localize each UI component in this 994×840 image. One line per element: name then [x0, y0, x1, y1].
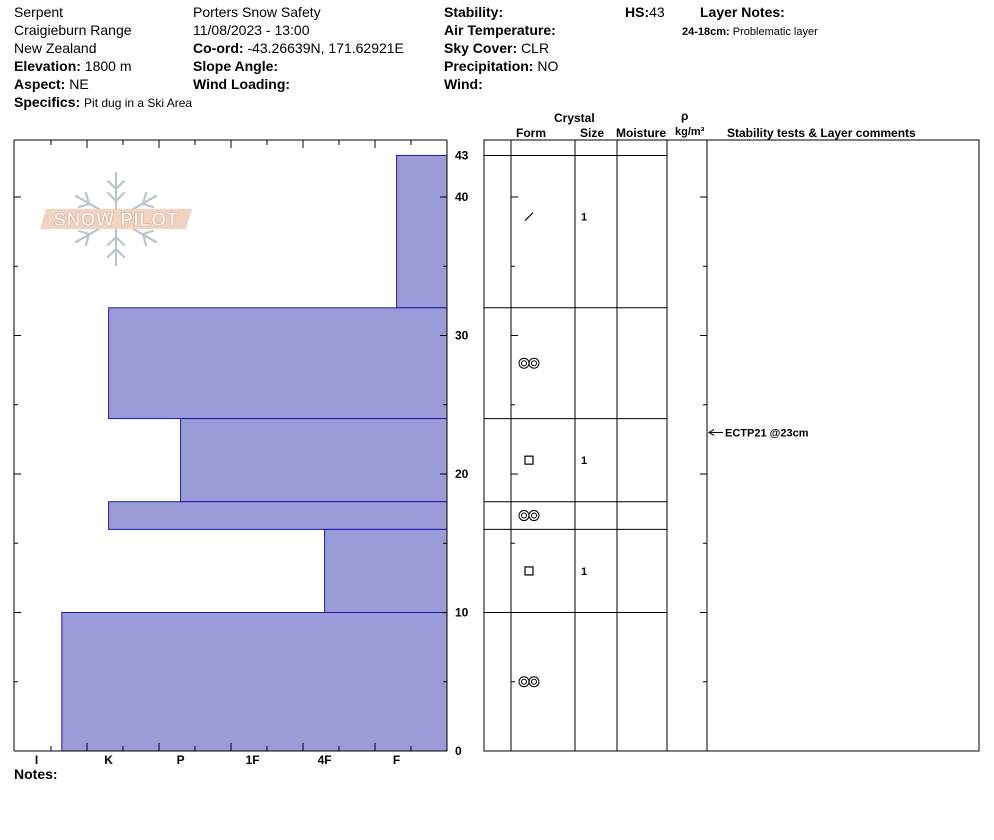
hs-value: 43 [649, 4, 665, 20]
crystal-form-rounds-icon-outer [528, 676, 540, 688]
size-header: Size [580, 126, 605, 140]
hardness-tick-label-K: K [104, 753, 113, 767]
layer-note-range: 24-18cm: [682, 26, 730, 38]
height-tick-label-43: 43 [455, 148, 469, 162]
height-tick-label-40: 40 [455, 190, 469, 204]
form-header: Form [516, 126, 546, 140]
sky-value: CLR [521, 40, 550, 56]
air-temp-label: Air Temperature: [444, 22, 556, 38]
stability-test-label-0: ECTP21 @23cm [725, 427, 809, 439]
hardness-tick-label-1F: 1F [246, 753, 260, 767]
crystal-form-rounds-icon-outer [518, 510, 530, 522]
hardness-tick-label-4F: 4F [318, 753, 332, 767]
crystal-form-faceted-icon [524, 566, 534, 576]
specifics-label: Specifics: [14, 94, 81, 110]
hs-label: HS: [625, 4, 650, 20]
crystal-form-rounds-icon-inner [531, 512, 537, 519]
crystal-form-rounds-icon-inner [521, 360, 527, 367]
wind-loading-label: Wind Loading: [193, 76, 291, 92]
specifics-value: Pit dug in a Ski Area [84, 96, 193, 110]
crystal-size-4: 1 [581, 566, 587, 578]
crystal-form-rounds-icon-outer [518, 357, 530, 369]
stability-test-arrowhead [708, 429, 715, 436]
coord-label: Co-ord: [193, 40, 244, 56]
crystal-form-rounds-icon-inner [521, 678, 527, 685]
country-name: New Zealand [14, 40, 97, 56]
observer-name: Porters Snow Safety [193, 4, 321, 20]
stability-comments-header: Stability tests & Layer comments [727, 126, 916, 140]
specifics-row: Specifics: Pit dug in a Ski Area [14, 94, 192, 111]
height-tick-label-30: 30 [455, 329, 469, 343]
layer-note-text: Problematic layer [732, 26, 818, 38]
precip-row: Precipitation: NO [444, 58, 558, 74]
crystal-form-precip-icon [524, 212, 534, 222]
crystal-form-rounds-icon-inner [531, 360, 537, 367]
crystal-form-rounds-icon-inner [531, 678, 537, 685]
layer-table-frame [483, 139, 980, 752]
range-name: Craigieburn Range [14, 22, 132, 38]
layer-notes-label: Layer Notes: [700, 4, 785, 20]
wind-label: Wind: [444, 76, 483, 92]
elevation-value: 1800 m [84, 58, 132, 74]
aspect-row: Aspect: NE [14, 76, 89, 92]
hardness-bar-3 [108, 501, 448, 530]
crystal-size-2: 1 [581, 455, 587, 467]
hardness-bar-4 [324, 528, 448, 614]
precip-label: Precipitation: [444, 58, 534, 74]
crystal-header: Crystal [554, 111, 595, 125]
hardness-bar-0 [396, 154, 448, 309]
notes-label: Notes: [14, 766, 58, 782]
aspect-label: Aspect: [14, 76, 66, 92]
height-tick-label-0: 0 [455, 744, 462, 758]
crystal-form-rounds-icon-outer [518, 676, 530, 688]
sky-row: Sky Cover: CLR [444, 40, 549, 56]
crystal-form-faceted-icon [524, 455, 534, 465]
hardness-tick-label-P: P [177, 753, 185, 767]
rho-header: ρ [681, 109, 689, 123]
aspect-value: NE [69, 76, 89, 92]
hardness-bar-2 [180, 418, 448, 503]
elevation-row: Elevation: 1800 m [14, 58, 132, 74]
height-tick-label-10: 10 [455, 606, 469, 620]
moisture-header: Moisture [616, 126, 667, 140]
hardness-bar-5 [61, 612, 448, 752]
hardness-tick-label-I: I [35, 753, 38, 767]
stability-label: Stability: [444, 4, 504, 20]
hardness-bar-1 [108, 307, 448, 420]
elevation-label: Elevation: [14, 58, 81, 74]
coord-row: Co-ord: -43.26639N, 171.62921E [193, 40, 404, 56]
coord-value: -43.26639N, 171.62921E [247, 40, 404, 56]
slope-angle-label: Slope Angle: [193, 58, 279, 74]
crystal-size-0: 1 [581, 212, 587, 224]
precip-value: NO [537, 58, 559, 74]
observation-datetime: 11/08/2023 - 13:00 [193, 22, 310, 38]
sky-label: Sky Cover: [444, 40, 518, 56]
layer-note-row: 24-18cm: Problematic layer [682, 24, 818, 40]
hardness-tick-label-F: F [393, 753, 400, 767]
crystal-form-rounds-icon-outer [528, 510, 540, 522]
density-unit-header: kg/m³ [675, 126, 705, 138]
hs-row: HS:43 [625, 4, 665, 20]
height-tick-label-20: 20 [455, 467, 469, 481]
crystal-form-rounds-icon-inner [521, 512, 527, 519]
location-name: Serpent [14, 4, 64, 20]
crystal-form-rounds-icon-outer [528, 357, 540, 369]
